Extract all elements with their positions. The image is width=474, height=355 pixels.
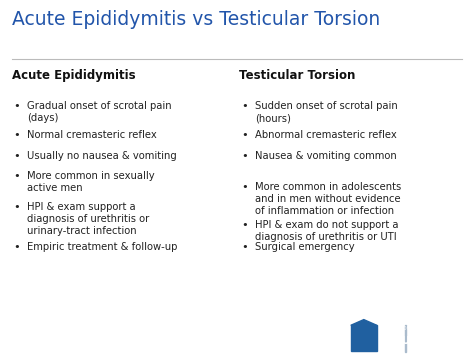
Text: Testicular Torsion: Testicular Torsion	[239, 69, 356, 82]
Text: Acute Epididymitis: Acute Epididymitis	[12, 69, 136, 82]
Text: Normal cremasteric reflex: Normal cremasteric reflex	[27, 130, 157, 140]
Text: Surgical emergency: Surgical emergency	[255, 242, 355, 252]
Text: Gradual onset of scrotal pain
(days): Gradual onset of scrotal pain (days)	[27, 101, 172, 123]
Text: More common in adolescents
and in men without evidence
of inflammation or infect: More common in adolescents and in men wi…	[255, 181, 401, 215]
Text: www.publichealth.columbus.gov: www.publichealth.columbus.gov	[9, 334, 146, 343]
Bar	[405, 324, 406, 351]
Text: COLUMBUS: COLUMBUS	[379, 336, 445, 346]
Text: PUBLIC HEALTH: PUBLIC HEALTH	[409, 340, 449, 345]
Text: •: •	[13, 171, 20, 181]
Text: More common in sexually
active men: More common in sexually active men	[27, 171, 155, 193]
Text: •: •	[13, 130, 20, 140]
Text: Empiric treatment & follow-up: Empiric treatment & follow-up	[27, 242, 178, 252]
Bar	[351, 325, 377, 351]
Text: •: •	[241, 151, 247, 161]
Text: •: •	[13, 151, 20, 161]
Text: •: •	[13, 202, 20, 212]
Text: •: •	[241, 130, 247, 140]
Polygon shape	[351, 320, 377, 325]
Text: •: •	[13, 101, 20, 111]
Text: •: •	[241, 242, 247, 252]
Text: COLUMBUS: COLUMBUS	[409, 329, 443, 334]
Text: Abnormal cremasteric reflex: Abnormal cremasteric reflex	[255, 130, 397, 140]
Text: Nausea & vomiting common: Nausea & vomiting common	[255, 151, 397, 161]
Text: •: •	[13, 242, 20, 252]
Text: HPI & exam do not support a
diagnosis of urethritis or UTI: HPI & exam do not support a diagnosis of…	[255, 220, 399, 242]
Text: •: •	[241, 101, 247, 111]
Text: •: •	[241, 181, 247, 191]
Text: Usually no nausea & vomiting: Usually no nausea & vomiting	[27, 151, 177, 161]
Text: HPI & exam support a
diagnosis of urethritis or
urinary-tract infection: HPI & exam support a diagnosis of urethr…	[27, 202, 150, 236]
Text: Acute Epididymitis vs Testicular Torsion: Acute Epididymitis vs Testicular Torsion	[12, 10, 380, 29]
Text: •: •	[241, 220, 247, 230]
Text: Sudden onset of scrotal pain
(hours): Sudden onset of scrotal pain (hours)	[255, 101, 398, 123]
Text: THE CITY OF: THE CITY OF	[379, 326, 410, 331]
